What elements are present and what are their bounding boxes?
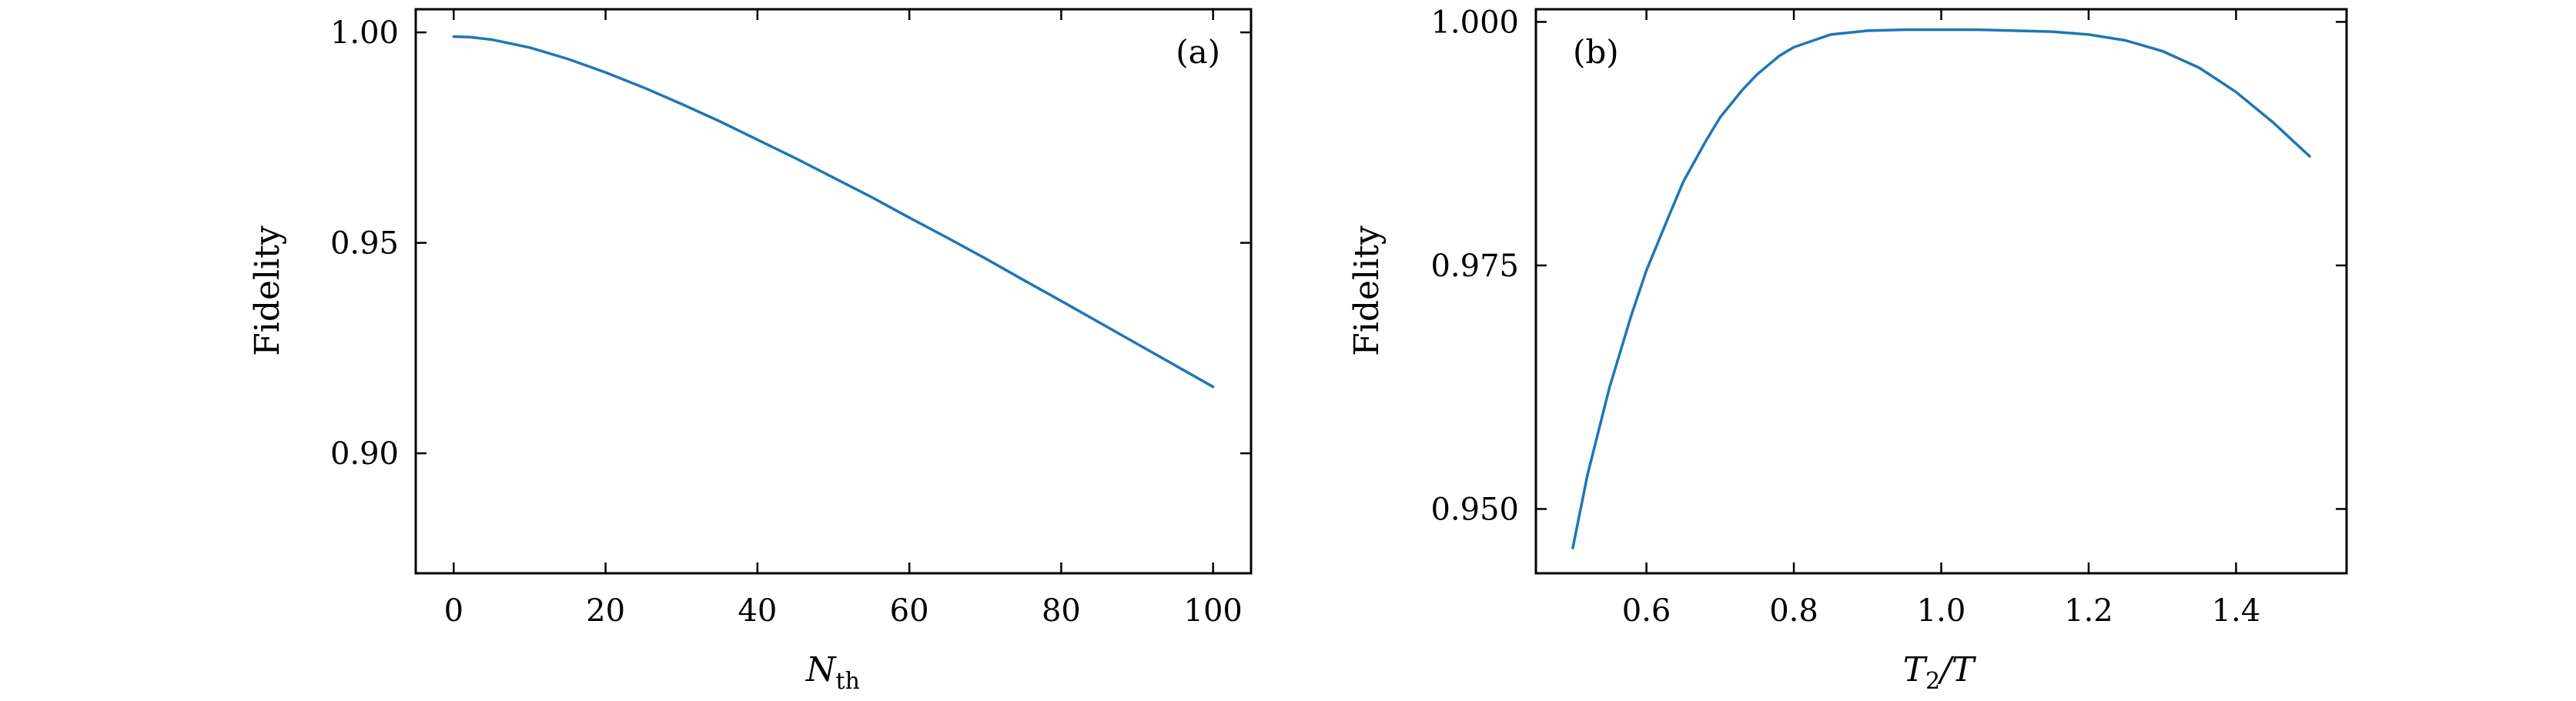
- panel-a-x-tick-label: 80: [1042, 593, 1081, 629]
- panel-b-x-tick-label: 1.4: [2212, 593, 2261, 629]
- panel-a-x-axis-label-base: N: [805, 650, 837, 689]
- panel-a-label: (a): [1176, 33, 1220, 71]
- panel-a-x-tick-label: 60: [890, 593, 929, 629]
- panel-a-x-tick-label: 100: [1184, 593, 1243, 629]
- panel-b: (b) 0.6 0.8 1.0 1.2 1.4 0.950 0.975 1.000 T2/T…: [1347, 5, 2348, 695]
- panel-a-y-axis-label: Fidelity: [248, 225, 287, 356]
- panel-a-x-ticks: 0 20 40 60 80 100: [444, 9, 1243, 629]
- panel-a-series-line: [452, 35, 1215, 389]
- panel-b-axes-frame: [1534, 8, 2348, 575]
- panel-b-x-axis-label-sub: 2: [1925, 668, 1940, 695]
- panel-a-x-tick-label: 20: [586, 593, 625, 629]
- panel-a: (a) 0 20 40 60 80 100 0.90 0.95 1.00 Nth Fideli…: [248, 8, 1253, 695]
- panel-b-x-ticks: 0.6 0.8 1.0 1.2 1.4: [1622, 9, 2260, 629]
- panel-b-x-tick-label: 0.8: [1769, 593, 1818, 629]
- panel-b-x-tick-label: 0.6: [1622, 593, 1671, 629]
- panel-b-x-axis-label-base: T: [1903, 650, 1929, 689]
- panel-b-x-axis-label-tail: /T: [1937, 650, 1977, 689]
- panel-b-y-tick-label: 1.000: [1430, 5, 1519, 40]
- panel-a-x-tick-label: 40: [738, 593, 777, 629]
- panel-b-x-tick-label: 1.0: [1917, 593, 1966, 629]
- panel-b-x-tick-label: 1.2: [2064, 593, 2113, 629]
- panel-b-y-tick-label: 0.950: [1430, 492, 1519, 527]
- panel-a-x-axis-label: Nth: [805, 650, 860, 695]
- panel-b-series-line: [1571, 28, 2311, 549]
- panel-b-y-tick-label: 0.975: [1430, 249, 1519, 284]
- panel-a-y-ticks: 0.90 0.95 1.00: [330, 15, 1251, 472]
- panel-b-label: (b): [1573, 33, 1619, 71]
- panel-b-y-axis-label: Fidelity: [1347, 225, 1387, 356]
- panel-a-y-tick-label: 1.00: [330, 15, 399, 51]
- panel-b-y-ticks: 0.950 0.975 1.000: [1430, 5, 2347, 527]
- panel-a-y-tick-label: 0.90: [330, 436, 399, 472]
- panel-a-x-tick-label: 0: [444, 593, 463, 629]
- panel-a-x-axis-label-sub: th: [836, 668, 860, 695]
- panel-a-y-tick-label: 0.95: [330, 226, 399, 262]
- panel-b-x-axis-label: T2/T: [1903, 650, 1977, 695]
- panel-a-axes-frame: [414, 8, 1253, 575]
